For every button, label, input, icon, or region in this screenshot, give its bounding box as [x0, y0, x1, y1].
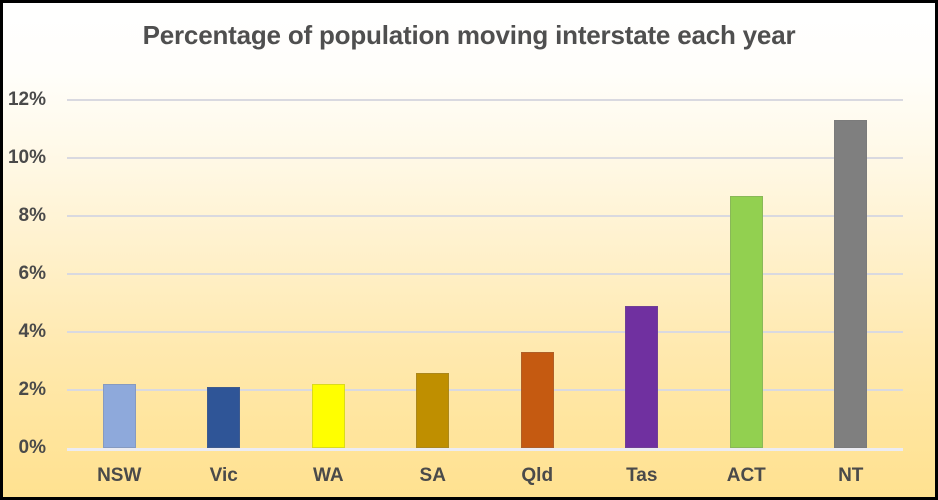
gridline-8% — [67, 215, 903, 217]
x-tick-label-nsw: NSW — [97, 465, 142, 486]
y-tick-label-10%: 10% — [7, 147, 46, 168]
bar-qld — [521, 352, 554, 448]
bar-nsw — [103, 384, 136, 448]
gridline-4% — [67, 331, 903, 333]
gridline-6% — [67, 273, 903, 275]
axis-line-0% — [67, 448, 903, 451]
y-tick-label-6%: 6% — [18, 263, 46, 284]
x-tick-label-vic: Vic — [209, 465, 238, 486]
bar-nt — [834, 120, 867, 448]
bar-tas — [625, 306, 658, 448]
y-tick-label-8%: 8% — [18, 205, 46, 226]
y-tick-label-4%: 4% — [18, 321, 46, 342]
bar-wa — [312, 384, 345, 448]
y-tick-label-0%: 0% — [18, 437, 46, 458]
x-tick-label-wa: WA — [312, 465, 344, 486]
x-tick-label-sa: SA — [419, 465, 446, 486]
x-tick-label-tas: Tas — [626, 465, 658, 486]
chart-background: Percentage of population moving intersta… — [3, 3, 935, 497]
bar-vic — [207, 387, 240, 448]
chart-title: Percentage of population moving intersta… — [142, 20, 796, 50]
x-tick-label-qld: Qld — [521, 465, 554, 486]
gridline-2% — [67, 389, 903, 391]
x-tick-label-nt: NT — [838, 465, 864, 486]
gridline-12% — [67, 99, 903, 101]
x-tick-label-act: ACT — [726, 465, 766, 486]
bar-act — [730, 196, 763, 448]
y-tick-label-12%: 12% — [7, 89, 46, 110]
bar-sa — [416, 373, 449, 448]
gridline-10% — [67, 157, 903, 159]
y-tick-label-2%: 2% — [18, 379, 46, 400]
